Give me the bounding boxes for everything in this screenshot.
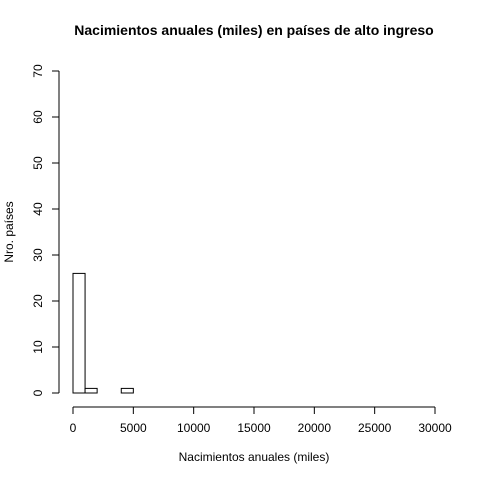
y-tick-label: 50 [31,156,45,170]
histogram-bar [72,272,86,394]
y-tick-label: 30 [31,248,45,262]
x-tick-label: 10000 [177,421,211,435]
y-tick-label: 0 [31,389,45,396]
y-axis: 0 10 20 30 40 50 60 70 [31,64,60,396]
y-tick-label: 70 [31,64,45,78]
x-axis: 0 5000 10000 15000 20000 25000 30000 [70,406,452,435]
x-tick-label: 20000 [298,421,332,435]
histogram-bar [84,387,98,394]
y-tick-label: 10 [31,340,45,354]
y-axis-label: Nro. países [2,201,16,262]
x-axis-label: Nacimientos anuales (miles) [179,450,330,464]
histogram-bars [72,272,134,394]
x-tick-label: 25000 [358,421,392,435]
x-tick-label: 15000 [237,421,271,435]
y-tick-label: 40 [31,202,45,216]
chart-title: Nacimientos anuales (miles) en países de… [74,22,433,38]
x-tick-label: 5000 [120,421,147,435]
x-tick-label: 0 [70,421,77,435]
x-tick-label: 30000 [418,421,452,435]
y-tick-label: 60 [31,110,45,124]
y-tick-label: 20 [31,294,45,308]
histogram-bar [120,387,134,394]
